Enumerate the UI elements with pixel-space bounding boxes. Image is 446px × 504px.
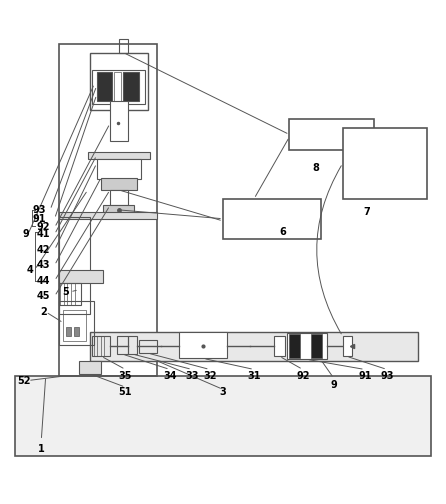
Text: 93: 93 bbox=[32, 205, 46, 215]
Bar bbox=[110, 101, 128, 141]
Text: 31: 31 bbox=[247, 371, 261, 381]
Text: 43: 43 bbox=[37, 260, 50, 270]
Text: 93: 93 bbox=[380, 371, 394, 381]
Bar bbox=[74, 327, 79, 336]
Bar bbox=[97, 159, 141, 179]
Bar bbox=[343, 128, 427, 199]
Bar bbox=[97, 73, 112, 101]
Bar bbox=[289, 119, 374, 150]
Bar bbox=[139, 340, 157, 353]
Text: 4: 4 bbox=[27, 265, 33, 275]
Bar bbox=[274, 336, 285, 356]
Text: 34: 34 bbox=[163, 371, 177, 381]
Bar bbox=[223, 199, 321, 239]
Text: 5: 5 bbox=[62, 287, 69, 297]
Bar bbox=[115, 73, 121, 101]
Text: 6: 6 bbox=[280, 227, 286, 237]
Bar bbox=[128, 336, 136, 354]
Bar bbox=[59, 212, 157, 219]
Bar bbox=[59, 44, 157, 376]
Bar bbox=[59, 283, 81, 305]
Text: 92: 92 bbox=[296, 371, 310, 381]
Bar bbox=[90, 52, 148, 110]
Bar bbox=[343, 336, 351, 356]
Text: 7: 7 bbox=[363, 207, 371, 217]
Text: 3: 3 bbox=[219, 387, 227, 397]
Bar bbox=[119, 39, 128, 52]
Bar bbox=[287, 333, 327, 359]
Bar bbox=[59, 301, 95, 345]
Bar bbox=[63, 309, 86, 341]
Text: 45: 45 bbox=[37, 291, 50, 301]
Text: 35: 35 bbox=[119, 371, 132, 381]
Bar bbox=[110, 190, 128, 206]
Bar bbox=[311, 334, 322, 358]
Text: 1: 1 bbox=[38, 444, 45, 454]
Text: 9: 9 bbox=[330, 380, 337, 390]
Text: 32: 32 bbox=[203, 371, 216, 381]
Text: 92: 92 bbox=[37, 222, 50, 232]
Bar bbox=[59, 270, 103, 283]
Text: 2: 2 bbox=[40, 307, 47, 317]
Bar bbox=[59, 217, 90, 314]
Text: 91: 91 bbox=[358, 371, 372, 381]
Bar bbox=[116, 336, 128, 354]
Bar bbox=[123, 73, 139, 101]
Bar bbox=[88, 152, 150, 159]
Bar bbox=[90, 332, 418, 360]
Text: 9: 9 bbox=[22, 229, 29, 239]
Text: 42: 42 bbox=[37, 245, 50, 255]
Bar bbox=[15, 376, 431, 456]
Text: 33: 33 bbox=[185, 371, 199, 381]
Text: 91: 91 bbox=[32, 214, 46, 224]
Bar bbox=[92, 336, 110, 356]
Text: 41: 41 bbox=[37, 229, 50, 239]
Bar bbox=[79, 360, 101, 374]
Bar bbox=[289, 334, 300, 358]
Bar bbox=[101, 178, 136, 190]
Text: 8: 8 bbox=[313, 163, 319, 173]
Text: 44: 44 bbox=[37, 276, 50, 286]
Bar bbox=[103, 206, 134, 214]
Text: 51: 51 bbox=[119, 387, 132, 397]
Text: 52: 52 bbox=[17, 375, 30, 386]
Bar bbox=[179, 332, 227, 358]
Bar bbox=[66, 327, 71, 336]
Bar bbox=[92, 70, 145, 103]
